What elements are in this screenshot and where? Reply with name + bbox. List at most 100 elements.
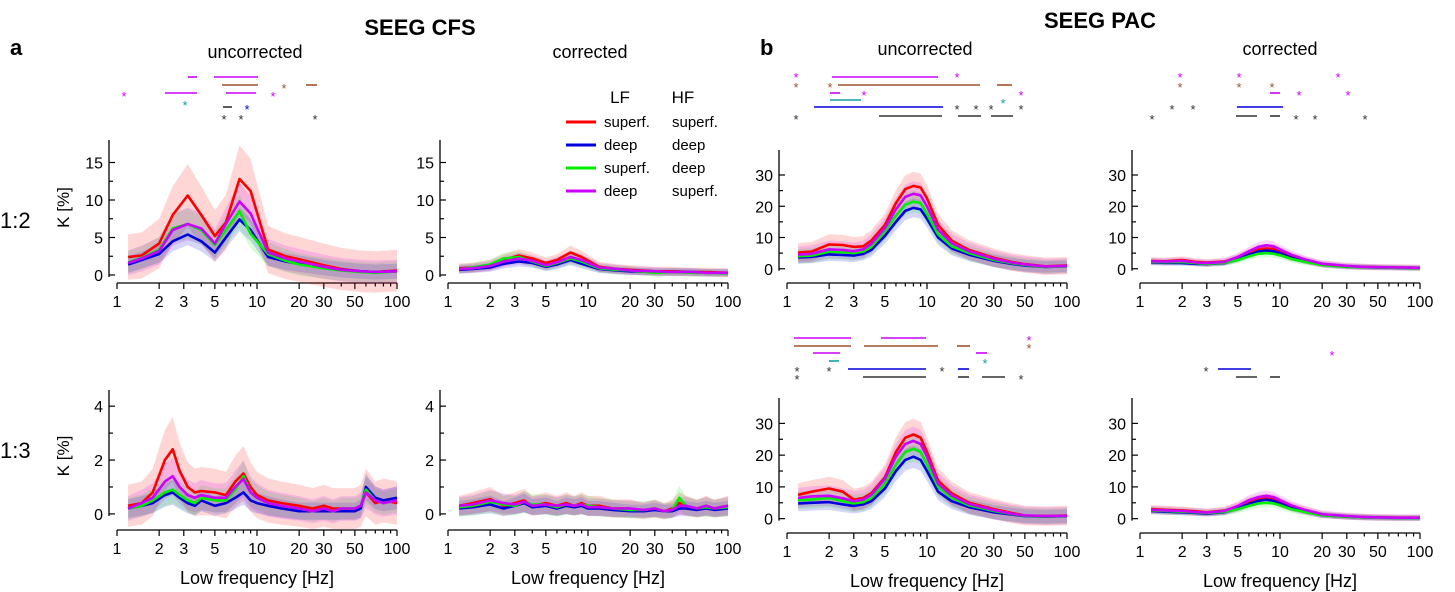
x-tick-label: 50 xyxy=(346,294,364,311)
title-pac-uncorrected: uncorrected xyxy=(877,39,972,59)
significance-markers: **** ** * ** ** ** *** * * *** * ** * ** *** ** * ***** * *… xyxy=(121,70,1367,387)
y-tick-label: 20 xyxy=(755,448,773,465)
significance-star: * xyxy=(1329,348,1334,363)
panel-label-b: b xyxy=(760,35,773,60)
series-line xyxy=(127,474,398,513)
y-axis-label: K [%] xyxy=(54,187,73,228)
x-tick-label: 20 xyxy=(621,294,639,311)
y-tick-label: 2 xyxy=(94,453,103,470)
x-axis-label: Low frequency [Hz] xyxy=(511,568,665,588)
significance-star: * xyxy=(244,102,249,117)
significance-star: * xyxy=(182,98,187,113)
significance-star: * xyxy=(1362,112,1367,127)
legend-entry: superf. deep xyxy=(566,160,705,177)
significance-star: * xyxy=(221,112,226,127)
y-tick-label: 30 xyxy=(755,416,773,433)
y-tick-label: 10 xyxy=(416,193,434,210)
x-tick-label: 2 xyxy=(1178,544,1187,561)
x-tick-label: 30 xyxy=(646,541,664,558)
significance-star: * xyxy=(826,364,831,379)
y-tick-label: 0 xyxy=(94,507,103,524)
x-tick-label: 100 xyxy=(715,294,742,311)
title-pac-corrected: corrected xyxy=(1242,39,1317,59)
y-tick-label: 0 xyxy=(425,507,434,524)
legend-lf-label: deep xyxy=(604,137,637,154)
x-tick-label: 30 xyxy=(1338,544,1356,561)
significance-star: * xyxy=(1269,80,1274,95)
x-tick-label: 20 xyxy=(290,541,308,558)
x-tick-label: 10 xyxy=(579,541,597,558)
x-tick-label: 10 xyxy=(1271,544,1289,561)
significance-star: * xyxy=(1026,341,1031,356)
legend-header-hf: HF xyxy=(672,88,695,107)
confidence-band xyxy=(128,207,397,280)
x-tick-label: 5 xyxy=(880,294,889,311)
plot-pac_13_uncorrected: 0 10 20 30 1 2 3 5 10 20 30 50 100 Low frequency [Hz] xyxy=(755,398,1080,591)
x-tick-label: 20 xyxy=(960,544,978,561)
x-axis-label: Low frequency [Hz] xyxy=(850,571,1004,591)
row-label-1-3: 1:3 xyxy=(0,438,31,463)
x-tick-label: 3 xyxy=(510,541,519,558)
significance-star: * xyxy=(1236,80,1241,95)
legend-hf-label: superf. xyxy=(672,114,718,131)
x-tick-label: 1 xyxy=(444,541,453,558)
significance-star: * xyxy=(238,112,243,127)
x-tick-label: 5 xyxy=(210,294,219,311)
y-tick-label: 15 xyxy=(85,156,103,173)
row-label-1-2: 1:2 xyxy=(0,208,31,233)
significance-star: * xyxy=(793,80,798,95)
significance-star: * xyxy=(1026,333,1031,348)
series-line xyxy=(1151,494,1420,520)
series-line xyxy=(458,499,729,513)
significance-star: * xyxy=(312,112,317,127)
x-tick-label: 50 xyxy=(1369,544,1387,561)
x-tick-label: 20 xyxy=(290,294,308,311)
plot-pac_12_corrected: 0 10 20 30 1 2 3 5 10 20 30 50 100 xyxy=(1108,150,1433,311)
legend-lf-label: superf. xyxy=(604,114,650,131)
x-tick-label: 5 xyxy=(541,541,550,558)
x-tick-label: 100 xyxy=(1054,544,1081,561)
significance-star: * xyxy=(1296,88,1301,103)
y-tick-label: 10 xyxy=(85,193,103,210)
significance-star: * xyxy=(1018,88,1023,103)
x-tick-label: 100 xyxy=(715,541,742,558)
significance-star: * xyxy=(1169,102,1174,117)
confidence-band xyxy=(128,416,397,529)
y-axis-label: K [%] xyxy=(54,436,73,477)
y-tick-label: 0 xyxy=(1117,262,1126,279)
x-tick-label: 50 xyxy=(677,541,695,558)
y-tick-label: 10 xyxy=(755,231,773,248)
x-tick-label: 3 xyxy=(1202,544,1211,561)
confidence-band xyxy=(128,145,397,293)
series-line xyxy=(1151,244,1421,270)
y-tick-label: 4 xyxy=(94,399,103,416)
x-tick-label: 2 xyxy=(825,294,834,311)
x-tick-label: 50 xyxy=(346,541,364,558)
x-tick-label: 3 xyxy=(849,294,858,311)
x-tick-label: 10 xyxy=(248,294,266,311)
significance-star: * xyxy=(794,372,799,387)
significance-star: * xyxy=(794,364,799,379)
x-tick-label: 100 xyxy=(1407,544,1434,561)
x-tick-label: 3 xyxy=(179,541,188,558)
significance-star: * xyxy=(973,102,978,117)
plot-cfs_12_corrected: 0 5 10 15 1 2 3 5 10 20 30 50 100 xyxy=(416,140,741,311)
significance-star: * xyxy=(793,70,798,85)
series-line xyxy=(127,200,398,274)
panel-label-a: a xyxy=(10,35,23,60)
confidence-band xyxy=(459,245,728,278)
x-tick-label: 30 xyxy=(646,294,664,311)
x-tick-label: 30 xyxy=(985,294,1003,311)
title-seeg-cfs: SEEG CFS xyxy=(364,15,475,40)
x-tick-label: 1 xyxy=(783,544,792,561)
significance-star: * xyxy=(861,88,866,103)
legend-lf-label: deep xyxy=(604,183,637,200)
y-tick-label: 15 xyxy=(416,156,434,173)
legend-entry: deep deep xyxy=(566,137,705,154)
x-tick-label: 20 xyxy=(960,294,978,311)
y-tick-label: 0 xyxy=(425,268,434,285)
significance-star: * xyxy=(1293,112,1298,127)
y-tick-label: 10 xyxy=(1108,231,1126,248)
x-axis-label: Low frequency [Hz] xyxy=(1203,571,1357,591)
